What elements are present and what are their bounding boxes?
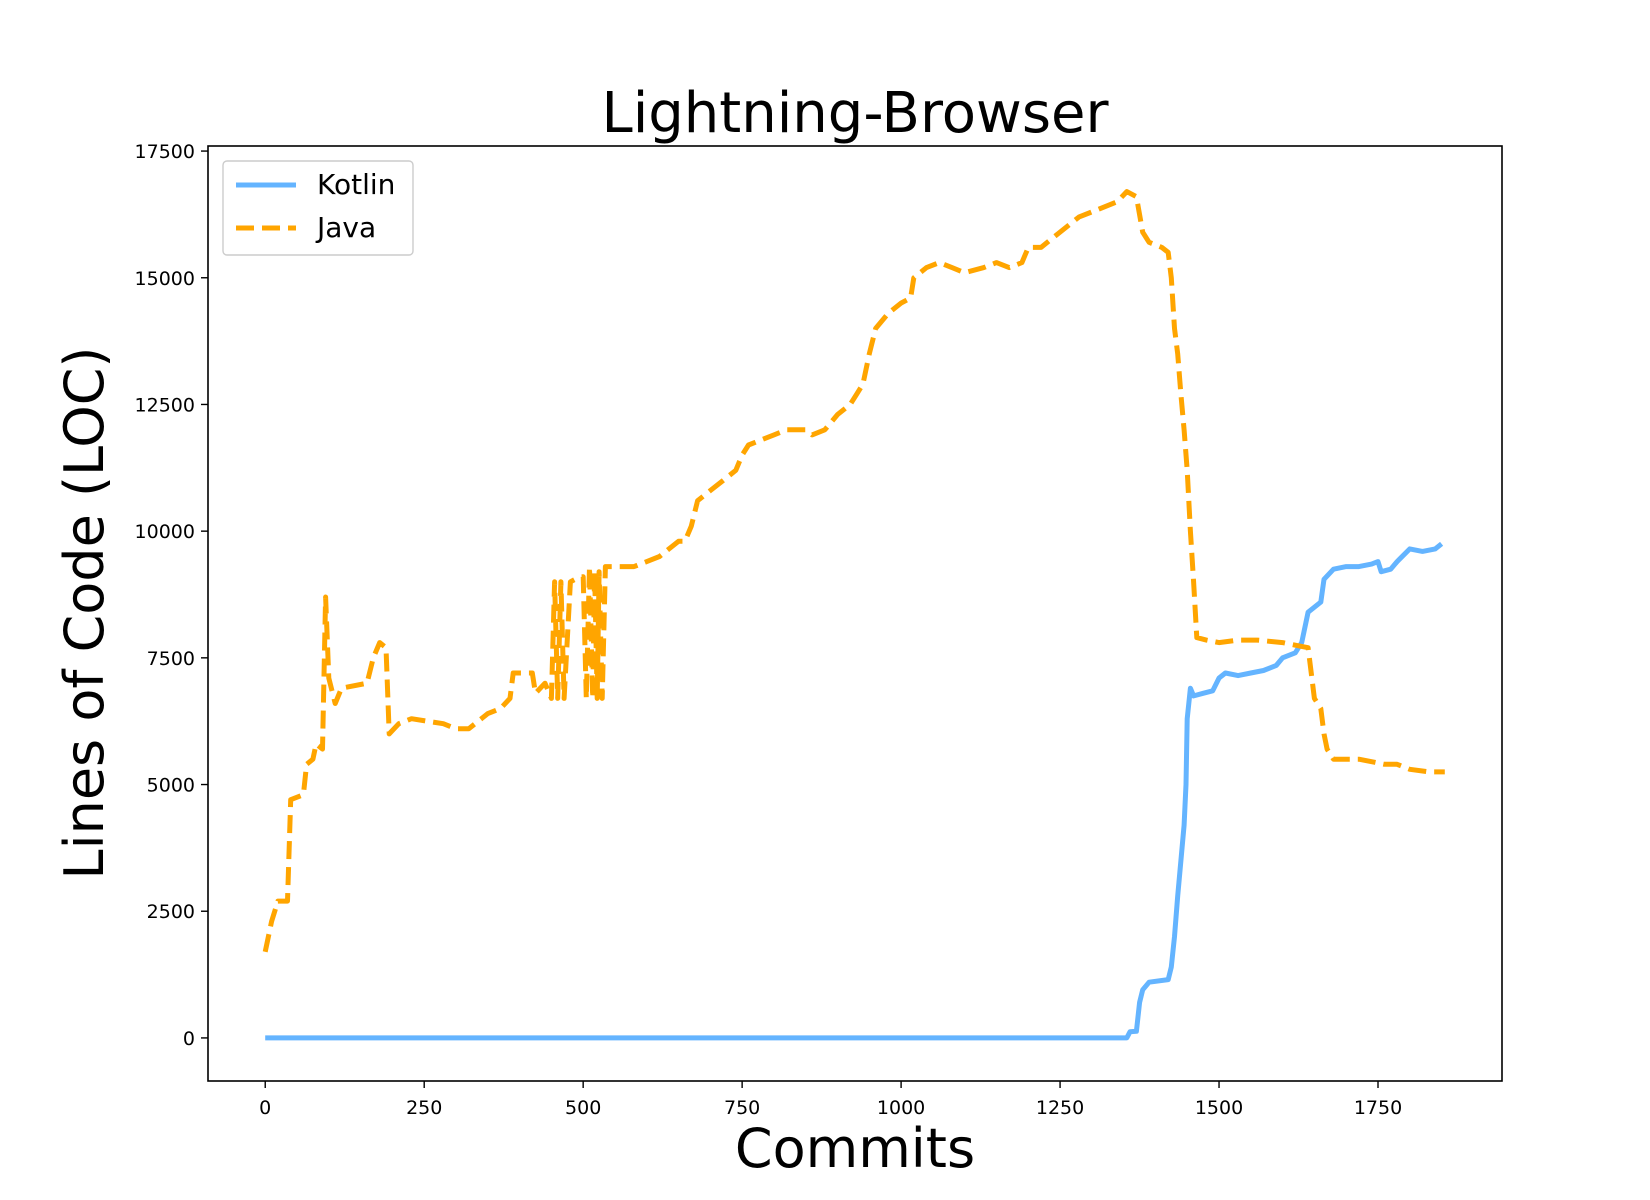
y-tick-label: 12500: [135, 394, 195, 416]
legend-label-java: Java: [315, 211, 376, 244]
y-tick-label: 17500: [135, 141, 195, 163]
y-tick-label: 0: [183, 1028, 195, 1050]
x-tick-label: 1500: [1195, 1097, 1243, 1119]
legend-label-kotlin: Kotlin: [317, 168, 395, 201]
y-tick-label: 2500: [147, 901, 195, 923]
x-axis-label: Commits: [735, 1117, 975, 1180]
x-tick-label: 500: [565, 1097, 601, 1119]
x-tick-label: 1750: [1354, 1097, 1402, 1119]
y-tick-label: 15000: [135, 268, 195, 290]
chart-title: Lightning-Browser: [602, 81, 1110, 146]
x-tick-label: 1250: [1036, 1097, 1084, 1119]
x-tick-label: 0: [259, 1097, 271, 1119]
series-line-java: [262, 189, 1445, 953]
y-tick-label: 7500: [147, 648, 195, 670]
x-tick-label: 250: [406, 1097, 442, 1119]
y-axis-label: Lines of Code (LOC): [53, 347, 116, 880]
series-layer: [262, 189, 1445, 1041]
y-axis: 0 2500 5000 7500 10000 12500 15000 17500: [135, 141, 208, 1050]
series-line-kotlin: [265, 541, 1444, 1041]
plot-area: [207, 145, 1503, 1082]
legend: Kotlin Java: [222, 160, 414, 256]
x-tick-label: 750: [724, 1097, 760, 1119]
x-axis: 0 250 500 750 1000 1250 1500 1750: [259, 1081, 1402, 1119]
y-tick-label: 5000: [147, 775, 195, 797]
x-tick-label: 1000: [877, 1097, 925, 1119]
y-tick-label: 10000: [135, 521, 195, 543]
